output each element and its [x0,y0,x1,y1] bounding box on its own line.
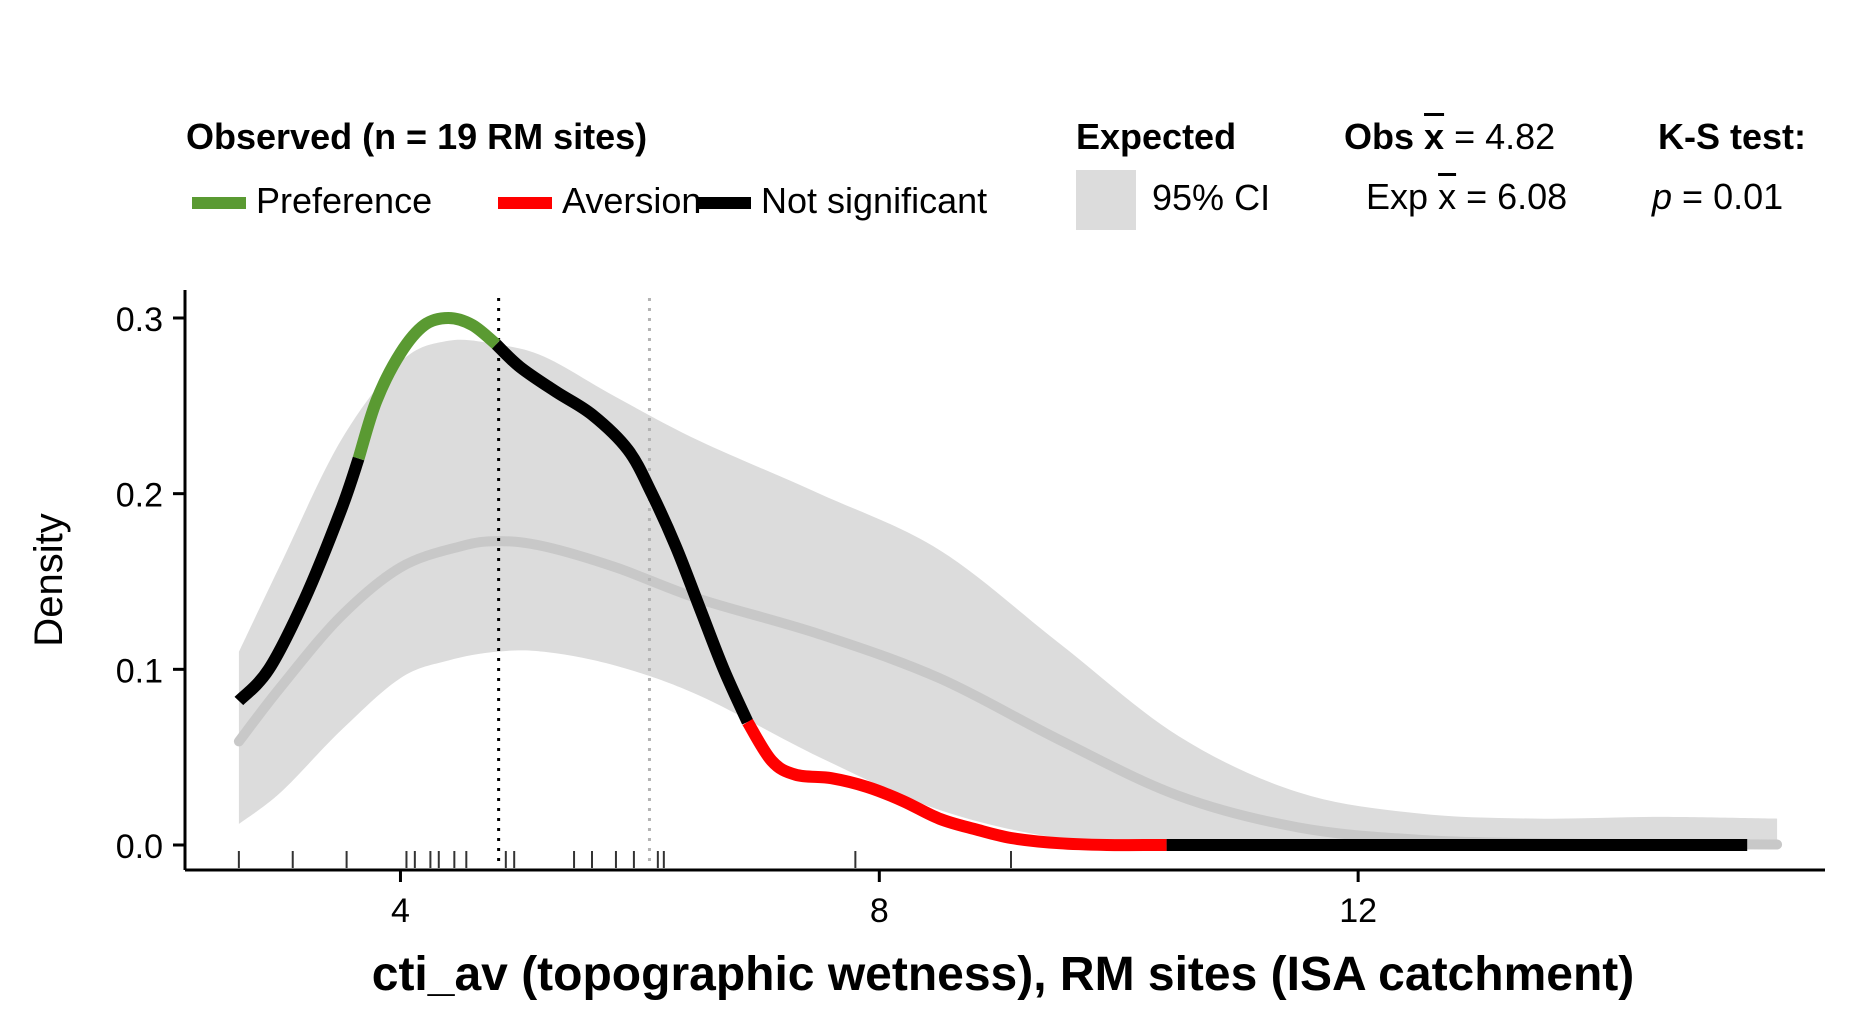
not-significant-swatch [697,197,751,210]
y-axis-title: Density [27,513,71,646]
legend-item-ci: 95% CI [1076,170,1270,230]
y-tick-label: 0.0 [116,828,163,866]
x-axis-title: cti_av (topographic wetness), RM sites (… [372,948,1634,1001]
legend-item-not-significant: Not significant [697,180,987,222]
rug-layer [237,851,1012,868]
obs-mean-xbar: x [1424,116,1445,157]
x-tick-label: 4 [391,892,410,930]
x-tick-label: 8 [870,892,889,930]
obs-mean-label: Obs [1344,116,1415,157]
exp-mean-xbar: x [1438,176,1457,217]
p-label: p [1652,176,1673,217]
ks-p-text: p = 0.01 [1652,176,1783,218]
obs-mean-value: = 4.82 [1454,116,1556,157]
preference-swatch [192,197,246,210]
observed-segment-aversion [742,718,1167,852]
aversion-swatch [498,197,552,210]
observed-curve-layer [234,311,1748,852]
ci-swatch [1076,170,1136,230]
exp-mean-text: Exp x = 6.08 [1366,176,1567,218]
ks-test-title: K-S test: [1658,116,1807,157]
observed-segment-not-significant [491,340,754,725]
observed-legend-title: Observed (n = 19 RM sites) [186,116,648,157]
y-tick-label: 0.1 [116,652,163,690]
observed-segment-preference [352,311,501,461]
exp-mean-value: = 6.08 [1466,176,1568,217]
ci-band [238,339,1778,846]
observed-segment-not-significant [234,456,365,706]
legend-item-aversion: Aversion [498,180,701,222]
expected-legend-title: Expected [1076,116,1237,157]
p-value: = 0.01 [1682,176,1784,217]
axis-layer: 0.0 0.1 0.2 0.3 4 8 12 [116,290,1825,930]
legend-label-not-significant: Not significant [761,180,988,221]
ci-band-layer [238,339,1778,846]
legend-item-preference: Preference [192,180,432,222]
x-tick-label: 12 [1339,892,1377,930]
legend-label-ci: 95% CI [1152,176,1271,218]
y-tick-label: 0.3 [116,301,163,339]
exp-mean-label: Exp [1366,176,1429,217]
legend-label-preference: Preference [256,180,433,221]
legend-label-aversion: Aversion [562,180,702,221]
obs-mean-text: Obs x = 4.82 [1344,116,1555,158]
y-tick-label: 0.2 [116,477,163,515]
